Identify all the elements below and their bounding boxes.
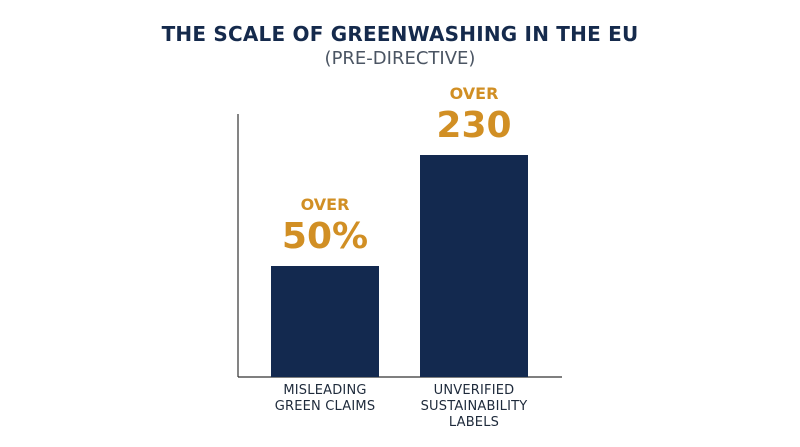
bar-2 xyxy=(420,155,528,377)
category-label-line: SUSTAINABILITY xyxy=(421,399,528,414)
chart-title: THE SCALE OF GREENWASHING IN THE EU xyxy=(161,22,639,46)
category-label-1: MISLEADING GREEN CLAIMS xyxy=(275,383,376,414)
bar-value-label-1: 50% xyxy=(282,216,368,257)
bar-value-label-2: 230 xyxy=(436,105,511,146)
bar-prefix-label-1: OVER xyxy=(301,195,350,214)
bar-prefix-label-2: OVER xyxy=(450,84,499,103)
category-label-line: GREEN CLAIMS xyxy=(275,399,376,414)
chart-subtitle: (PRE-DIRECTIVE) xyxy=(324,48,476,69)
category-label-line: MISLEADING xyxy=(283,383,366,398)
bars-layer: 50% OVER MISLEADING GREEN CLAIMS 230 OVER UNVE… xyxy=(271,84,528,430)
category-label-line: LABELS xyxy=(449,415,499,430)
bar-1 xyxy=(271,266,379,377)
category-label-line: UNVERIFIED xyxy=(434,383,515,398)
category-label-2: UNVERIFIED SUSTAINABILITY LABELS xyxy=(421,383,528,430)
